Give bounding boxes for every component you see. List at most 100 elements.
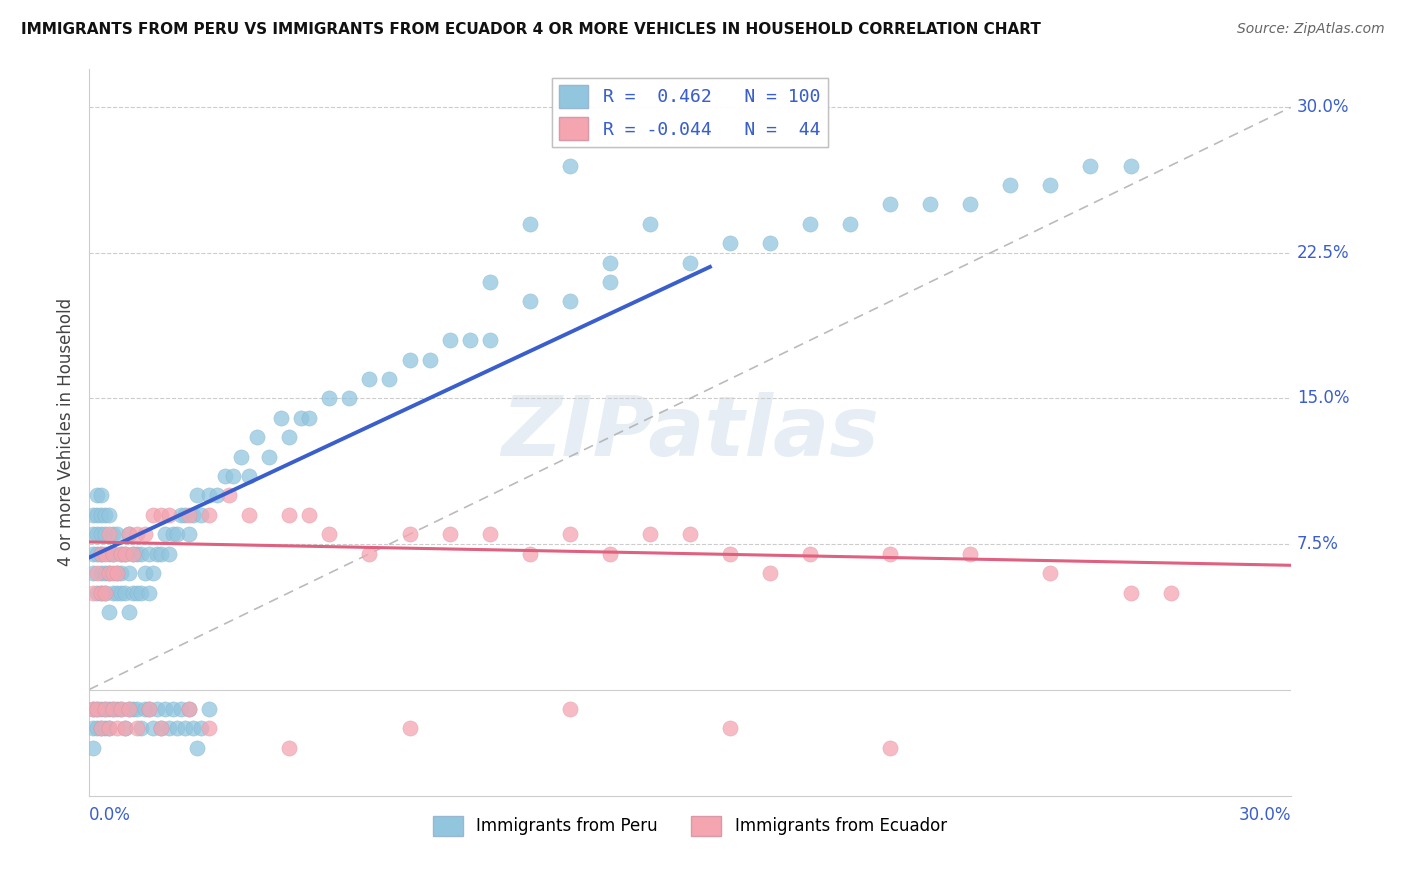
Point: [98, 566, 121, 581]
Point: [118, 527, 141, 541]
Point: [1080, 159, 1102, 173]
Point: [238, 508, 260, 522]
Point: [105, 702, 128, 716]
Point: [359, 547, 381, 561]
Point: [90, 527, 112, 541]
Point: [162, 527, 184, 541]
Point: [799, 217, 821, 231]
Point: [1119, 159, 1142, 173]
Point: [879, 197, 901, 211]
Point: [98, 508, 121, 522]
Point: [519, 217, 541, 231]
Point: [86, 527, 108, 541]
Point: [179, 508, 201, 522]
Point: [959, 197, 981, 211]
Text: IMMIGRANTS FROM PERU VS IMMIGRANTS FROM ECUADOR 4 OR MORE VEHICLES IN HOUSEHOLD : IMMIGRANTS FROM PERU VS IMMIGRANTS FROM …: [21, 22, 1040, 37]
Point: [90, 722, 112, 736]
Point: [519, 294, 541, 309]
Point: [198, 508, 221, 522]
Point: [127, 722, 149, 736]
Point: [198, 722, 221, 736]
Point: [110, 585, 132, 599]
Point: [86, 566, 108, 581]
Point: [94, 722, 117, 736]
Point: [439, 333, 461, 347]
Point: [478, 333, 501, 347]
Point: [94, 566, 117, 581]
Point: [298, 410, 321, 425]
Point: [82, 508, 104, 522]
Point: [150, 722, 173, 736]
Point: [759, 236, 782, 251]
Point: [839, 217, 862, 231]
Point: [98, 722, 121, 736]
Point: [238, 469, 260, 483]
Point: [558, 527, 581, 541]
Point: [101, 527, 124, 541]
Point: [157, 508, 180, 522]
Point: [101, 566, 124, 581]
Point: [101, 585, 124, 599]
Point: [90, 508, 112, 522]
Point: [129, 547, 152, 561]
Point: [94, 702, 117, 716]
Point: [114, 722, 136, 736]
Point: [94, 527, 117, 541]
Point: [458, 333, 481, 347]
Point: [110, 547, 132, 561]
Point: [82, 702, 104, 716]
Point: [134, 702, 156, 716]
Text: 15.0%: 15.0%: [1296, 390, 1350, 408]
Point: [122, 585, 145, 599]
Point: [118, 702, 141, 716]
Point: [179, 702, 201, 716]
Point: [134, 527, 156, 541]
Point: [419, 352, 441, 367]
Point: [90, 547, 112, 561]
Point: [105, 527, 128, 541]
Point: [82, 740, 104, 755]
Point: [599, 547, 621, 561]
Point: [127, 702, 149, 716]
Point: [94, 547, 117, 561]
Point: [86, 702, 108, 716]
Point: [118, 605, 141, 619]
Point: [142, 508, 165, 522]
Point: [207, 488, 229, 502]
Point: [129, 722, 152, 736]
Point: [90, 585, 112, 599]
Point: [166, 527, 188, 541]
Point: [142, 566, 165, 581]
Point: [558, 294, 581, 309]
Text: 7.5%: 7.5%: [1296, 535, 1339, 553]
Point: [82, 722, 104, 736]
Point: [1160, 585, 1182, 599]
Point: [98, 547, 121, 561]
Point: [122, 547, 145, 561]
Point: [86, 488, 108, 502]
Text: 0.0%: 0.0%: [89, 806, 131, 824]
Text: 30.0%: 30.0%: [1296, 98, 1350, 116]
Point: [179, 702, 201, 716]
Point: [718, 236, 741, 251]
Point: [718, 547, 741, 561]
Point: [318, 527, 340, 541]
Point: [190, 722, 212, 736]
Point: [138, 702, 160, 716]
Point: [222, 469, 245, 483]
Point: [101, 702, 124, 716]
Point: [378, 372, 401, 386]
Point: [339, 392, 361, 406]
Point: [110, 547, 132, 561]
Point: [82, 566, 104, 581]
Point: [90, 547, 112, 561]
Point: [679, 527, 702, 541]
Point: [122, 702, 145, 716]
Point: [478, 527, 501, 541]
Point: [162, 702, 184, 716]
Point: [98, 605, 121, 619]
Point: [146, 702, 169, 716]
Point: [86, 508, 108, 522]
Point: [1039, 178, 1062, 192]
Point: [90, 722, 112, 736]
